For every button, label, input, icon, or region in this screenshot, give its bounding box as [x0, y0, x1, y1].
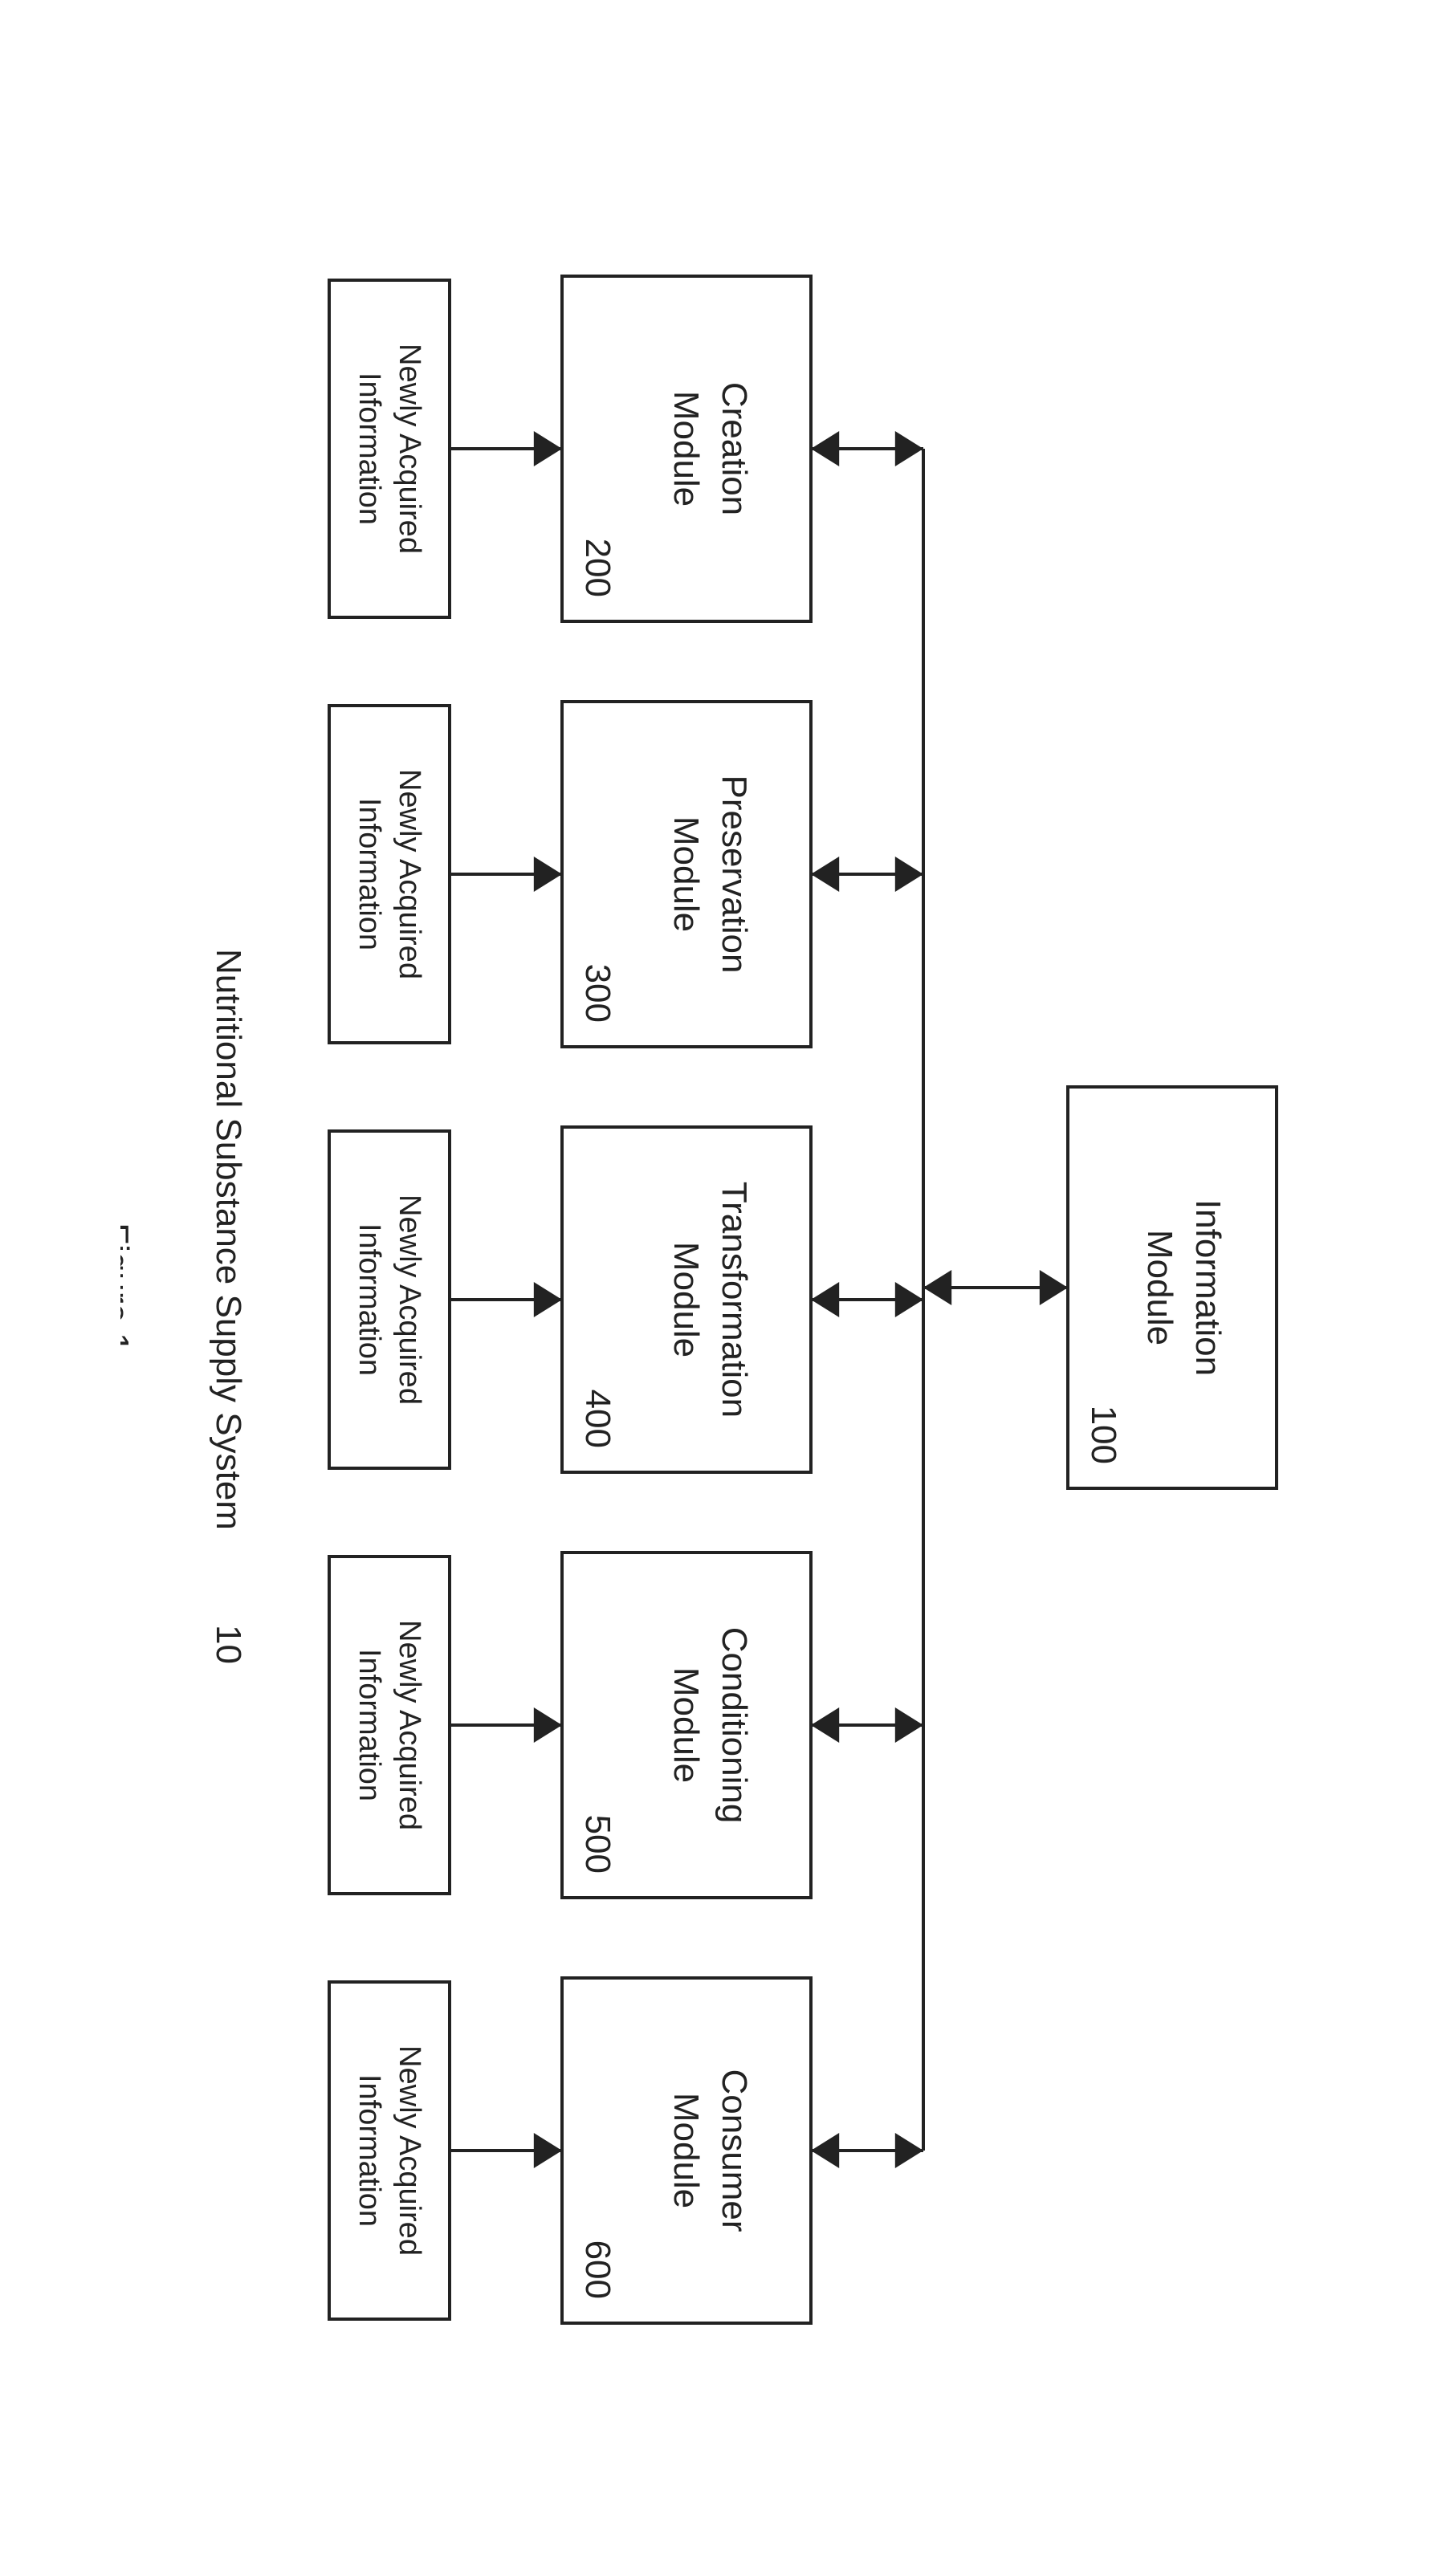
newly-200-l1: Newly Acquired [393, 344, 426, 554]
newly-200-l2: Information [352, 372, 386, 525]
information-module-label2: Module [1140, 1230, 1179, 1345]
newly-box-500 [329, 1557, 450, 1894]
newly-600-l1: Newly Acquired [393, 2045, 426, 2256]
module-300-label1: Preservation [715, 775, 754, 973]
diagram-svg: InformationModule100CreationModule200New… [120, 164, 1325, 2411]
newly-box-600 [329, 1982, 450, 2319]
module-500-label2: Module [666, 1667, 706, 1783]
module-400-label1: Transformation [715, 1182, 754, 1418]
module-200-id: 200 [578, 539, 617, 597]
diagram-wrap: InformationModule100CreationModule200New… [120, 164, 1325, 2411]
newly-box-300 [329, 706, 450, 1043]
module-200-label1: Creation [715, 382, 754, 515]
figure-label: Figure 1 [120, 1223, 136, 1352]
newly-300-l2: Information [352, 798, 386, 950]
newly-box-400 [329, 1131, 450, 1468]
module-500-label1: Conditioning [715, 1627, 754, 1824]
module-400-label2: Module [666, 1242, 706, 1357]
newly-500-l1: Newly Acquired [393, 1620, 426, 1830]
module-600-id: 600 [578, 2240, 617, 2299]
information-module-id: 100 [1084, 1406, 1123, 1464]
module-500-id: 500 [578, 1815, 617, 1874]
module-600-label2: Module [666, 2093, 706, 2208]
newly-500-l2: Information [352, 1649, 386, 1801]
newly-400-l2: Information [352, 1223, 386, 1376]
module-600-label1: Consumer [715, 2069, 754, 2232]
newly-400-l1: Newly Acquired [393, 1194, 426, 1405]
caption-id: 10 [209, 1625, 248, 1664]
information-module-label1: Information [1188, 1199, 1228, 1376]
module-300-label2: Module [666, 816, 706, 932]
module-400-id: 400 [578, 1390, 617, 1448]
caption-text: Nutritional Substance Supply System [209, 949, 248, 1530]
module-300-id: 300 [578, 964, 617, 1023]
newly-600-l2: Information [352, 2074, 386, 2227]
newly-box-200 [329, 280, 450, 617]
module-200-label2: Module [666, 391, 706, 507]
newly-300-l1: Newly Acquired [393, 769, 426, 979]
